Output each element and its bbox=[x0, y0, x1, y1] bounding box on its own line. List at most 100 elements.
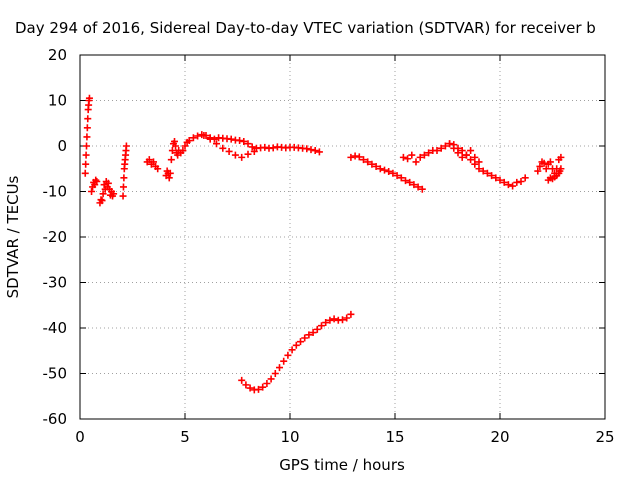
data-point bbox=[406, 178, 414, 186]
data-point bbox=[458, 147, 466, 155]
data-point bbox=[120, 174, 128, 182]
data-point bbox=[546, 158, 554, 166]
data-point bbox=[414, 183, 422, 191]
data-point bbox=[404, 155, 412, 163]
data-point bbox=[119, 183, 127, 191]
series-seg10 bbox=[399, 140, 529, 190]
data-point bbox=[231, 151, 239, 159]
series-seg1 bbox=[81, 94, 93, 177]
data-point bbox=[557, 165, 565, 173]
series-seg13 bbox=[544, 165, 565, 184]
series-seg12 bbox=[534, 153, 565, 177]
data-point bbox=[307, 146, 315, 154]
data-point bbox=[355, 153, 363, 161]
series-seg14 bbox=[238, 310, 355, 394]
data-point bbox=[437, 144, 445, 152]
x-tick-label: 0 bbox=[75, 428, 85, 446]
data-point bbox=[557, 153, 565, 161]
data-point bbox=[475, 165, 483, 173]
series-seg4 bbox=[119, 142, 130, 200]
x-tick-label: 10 bbox=[280, 428, 299, 446]
data-point bbox=[85, 94, 93, 102]
data-point bbox=[467, 147, 475, 155]
chart-title: Day 294 of 2016, Sidereal Day-to-day VTE… bbox=[15, 19, 596, 37]
y-tick-label: -20 bbox=[43, 228, 68, 246]
data-point bbox=[402, 177, 409, 185]
data-point bbox=[110, 190, 118, 198]
data-point bbox=[255, 385, 262, 393]
x-tick-label: 5 bbox=[180, 428, 190, 446]
data-point bbox=[483, 169, 491, 177]
data-point bbox=[542, 165, 550, 173]
y-tick-label: 10 bbox=[48, 92, 67, 110]
data-point bbox=[408, 151, 416, 159]
data-point bbox=[521, 174, 529, 182]
data-point bbox=[420, 151, 428, 159]
data-point bbox=[263, 380, 271, 388]
data-point bbox=[475, 158, 483, 166]
data-point bbox=[517, 177, 525, 185]
data-point bbox=[88, 188, 96, 195]
data-point bbox=[259, 383, 267, 391]
data-point bbox=[185, 137, 193, 145]
data-point bbox=[93, 177, 101, 185]
data-marks bbox=[81, 94, 565, 394]
data-point bbox=[471, 153, 479, 161]
data-point bbox=[458, 153, 466, 161]
data-point bbox=[513, 178, 521, 186]
data-point bbox=[97, 196, 105, 204]
data-point bbox=[82, 160, 90, 168]
data-point bbox=[83, 133, 91, 141]
data-point bbox=[488, 172, 496, 180]
y-tick-label: -30 bbox=[43, 274, 68, 292]
data-point bbox=[397, 174, 405, 182]
data-point bbox=[154, 165, 162, 173]
data-point bbox=[534, 167, 542, 175]
data-point bbox=[242, 381, 250, 389]
data-point bbox=[248, 143, 256, 151]
data-point bbox=[81, 169, 89, 177]
y-tick-label: 0 bbox=[57, 137, 67, 155]
data-point bbox=[433, 147, 441, 155]
data-point bbox=[150, 158, 157, 166]
data-point bbox=[322, 319, 330, 327]
data-point bbox=[360, 156, 367, 164]
data-point bbox=[330, 315, 338, 323]
series-seg6 bbox=[162, 167, 174, 182]
series-seg8 bbox=[200, 132, 258, 161]
data-point bbox=[166, 169, 174, 177]
data-point bbox=[213, 140, 220, 148]
series-seg11 bbox=[446, 140, 483, 166]
data-point bbox=[343, 314, 351, 322]
data-point bbox=[165, 174, 173, 182]
data-point bbox=[536, 162, 544, 170]
data-point bbox=[467, 156, 475, 164]
series-seg3 bbox=[96, 177, 118, 207]
data-point bbox=[441, 142, 449, 150]
data-point bbox=[389, 169, 397, 177]
series-seg2 bbox=[88, 176, 101, 195]
data-point bbox=[167, 156, 175, 164]
y-tick-label: -40 bbox=[43, 319, 68, 337]
data-point bbox=[240, 137, 248, 145]
data-point bbox=[284, 351, 292, 359]
data-point bbox=[303, 145, 311, 153]
x-axis-label: GPS time / hours bbox=[279, 456, 405, 474]
x-tick-label: 20 bbox=[490, 428, 509, 446]
x-tick-label: 15 bbox=[385, 428, 404, 446]
series-seg7 bbox=[167, 131, 323, 164]
data-point bbox=[364, 158, 372, 166]
data-point bbox=[309, 329, 317, 337]
data-point bbox=[267, 375, 275, 383]
data-point bbox=[347, 153, 355, 161]
data-point bbox=[339, 316, 346, 324]
series-seg9 bbox=[347, 152, 426, 193]
data-point bbox=[236, 137, 244, 145]
data-point bbox=[500, 178, 508, 186]
data-point bbox=[99, 190, 107, 198]
data-point bbox=[297, 338, 304, 346]
data-point bbox=[194, 132, 202, 140]
y-tick-label: 20 bbox=[48, 46, 67, 64]
data-point bbox=[280, 357, 288, 365]
